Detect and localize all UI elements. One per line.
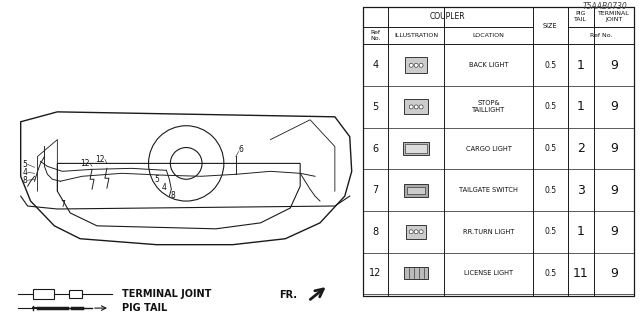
Bar (403, 142, 429, 155)
Text: 4: 4 (372, 60, 379, 70)
Bar (405, 144, 427, 153)
Circle shape (414, 105, 418, 109)
Circle shape (414, 230, 418, 234)
Text: 0.5: 0.5 (545, 227, 557, 236)
Text: 0.5: 0.5 (545, 102, 557, 111)
Circle shape (419, 105, 423, 109)
Text: PIG TAIL: PIG TAIL (122, 303, 167, 313)
Text: 11: 11 (573, 267, 589, 280)
Text: 6: 6 (372, 144, 379, 154)
Bar (406, 225, 426, 239)
Text: 9: 9 (610, 225, 618, 238)
Bar (405, 57, 427, 73)
Text: 12: 12 (369, 268, 381, 278)
Circle shape (414, 63, 418, 67)
Circle shape (419, 230, 423, 234)
Text: 3: 3 (577, 184, 584, 197)
Text: LICENSE LIGHT: LICENSE LIGHT (464, 270, 513, 276)
Text: RR.TURN LIGHT: RR.TURN LIGHT (463, 229, 514, 235)
Bar (363, 7, 634, 296)
Text: 9: 9 (610, 59, 618, 72)
Text: 9: 9 (610, 267, 618, 280)
Text: 7: 7 (372, 185, 379, 195)
Text: 5: 5 (154, 175, 159, 184)
Text: 4: 4 (22, 168, 27, 177)
Text: 1: 1 (577, 225, 584, 238)
Text: 9: 9 (610, 142, 618, 155)
Text: T5AAB0730: T5AAB0730 (582, 2, 627, 11)
Text: 8: 8 (22, 176, 27, 185)
Text: 5: 5 (22, 160, 27, 169)
Text: 0.5: 0.5 (545, 61, 557, 70)
Text: LOCATION: LOCATION (472, 33, 504, 38)
Text: Ref No.: Ref No. (589, 33, 612, 38)
Text: STOP&
TAILLIGHT: STOP& TAILLIGHT (472, 100, 505, 113)
Text: TERMINAL
JOINT: TERMINAL JOINT (598, 11, 630, 22)
Text: FR.: FR. (279, 290, 297, 300)
Text: 8: 8 (372, 227, 379, 237)
Text: 9: 9 (610, 184, 618, 197)
Bar (69, 290, 82, 298)
Text: BACK LIGHT: BACK LIGHT (468, 62, 508, 68)
Text: 1: 1 (577, 59, 584, 72)
Text: 1: 1 (577, 100, 584, 113)
Text: 0.5: 0.5 (545, 186, 557, 195)
Bar (407, 187, 425, 194)
Text: 4: 4 (162, 183, 167, 192)
Text: 5: 5 (372, 102, 379, 112)
Bar (404, 268, 428, 279)
Bar (33, 289, 54, 299)
Text: TERMINAL JOINT: TERMINAL JOINT (122, 289, 211, 299)
Text: 6: 6 (238, 145, 243, 154)
Text: CARGO LIGHT: CARGO LIGHT (465, 146, 511, 152)
Text: 7: 7 (60, 200, 65, 209)
Text: PIG
TAIL: PIG TAIL (574, 11, 587, 22)
Bar (404, 100, 428, 114)
Text: Ref
No.: Ref No. (371, 30, 381, 41)
Text: 0.5: 0.5 (545, 269, 557, 278)
Circle shape (409, 230, 413, 234)
Text: 9: 9 (610, 100, 618, 113)
Text: COUPLER: COUPLER (430, 12, 466, 21)
Bar (404, 184, 428, 196)
Text: 8: 8 (171, 191, 176, 200)
Text: 0.5: 0.5 (545, 144, 557, 153)
Text: 12: 12 (81, 159, 90, 168)
Text: TAILGATE SWITCH: TAILGATE SWITCH (459, 187, 518, 193)
Circle shape (409, 63, 413, 67)
Text: 2: 2 (577, 142, 584, 155)
Text: ILLUSTRATION: ILLUSTRATION (394, 33, 438, 38)
Circle shape (419, 63, 423, 67)
Circle shape (409, 105, 413, 109)
Text: 12: 12 (95, 155, 105, 164)
Text: SIZE: SIZE (543, 23, 557, 28)
